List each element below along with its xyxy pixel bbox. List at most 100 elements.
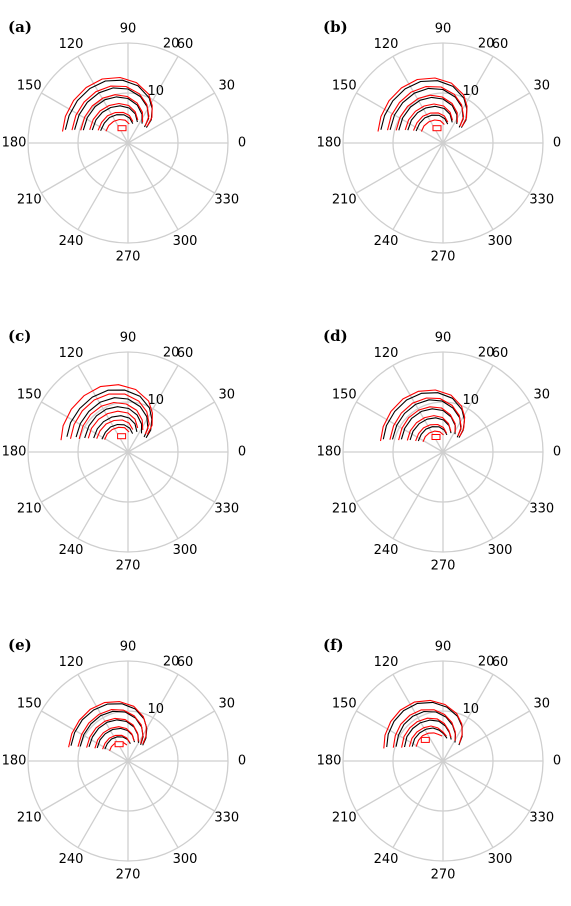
spectral-peak-marker — [117, 433, 127, 440]
angle-tick-label: 210 — [17, 811, 42, 826]
angle-tick-label: 270 — [116, 250, 141, 265]
angle-tick-label: 30 — [218, 697, 235, 712]
angle-spoke — [442, 142, 494, 230]
angle-tick-label: 270 — [116, 868, 141, 883]
angle-tick-label: 240 — [374, 234, 399, 249]
polar-plot: 0 30 60 90 120 150 180 210 240 270 300 330 10 20 — [317, 331, 562, 574]
angle-tick-label: 150 — [332, 697, 357, 712]
panel-label: (d) — [323, 327, 348, 345]
angle-tick-label: 270 — [431, 868, 456, 883]
contour-black-level-1 — [382, 392, 466, 440]
angle-tick-label: 0 — [238, 754, 246, 769]
angle-tick-label: 210 — [17, 193, 42, 208]
angle-tick-label: 120 — [374, 346, 399, 361]
angle-spoke — [392, 142, 444, 230]
angle-tick-label: 120 — [59, 37, 84, 52]
radial-tick-label: 10 — [462, 84, 479, 99]
panel-e: (e) 0 30 60 90 120 150 180 210 240 270 300 330 10 20 — [2, 636, 268, 906]
contour-black-level-4 — [409, 417, 452, 441]
angle-tick-label: 330 — [529, 193, 554, 208]
angle-spoke — [127, 401, 215, 453]
polar-plot: 0 30 60 90 120 150 180 210 240 270 300 330 10 20 — [317, 22, 562, 265]
contour-black-level-2 — [75, 397, 149, 438]
contour-red-level-4 — [87, 410, 139, 439]
angle-tick-label: 240 — [374, 852, 399, 867]
angle-tick-label: 0 — [553, 754, 561, 769]
contour-black-level-4 — [407, 105, 453, 131]
angle-spoke — [442, 365, 494, 453]
contour-red-level-1 — [68, 701, 147, 748]
contour-red-level-5 — [415, 423, 448, 442]
angle-tick-label: 330 — [214, 811, 239, 826]
angle-spoke — [41, 401, 129, 453]
contour-red-level-3 — [401, 717, 452, 748]
angle-tick-label: 300 — [173, 543, 198, 558]
contour-black-level-3 — [398, 96, 458, 131]
contour-black-level-4 — [91, 105, 138, 131]
angle-tick-label: 180 — [2, 136, 27, 151]
angle-spoke — [127, 92, 215, 144]
angle-tick-label: 120 — [59, 655, 84, 670]
angle-tick-label: 90 — [120, 640, 137, 655]
contour-black-level-4 — [93, 415, 138, 439]
contour-red-level-5 — [415, 732, 443, 747]
radial-tick-label: 20 — [478, 654, 495, 669]
angle-tick-label: 240 — [374, 543, 399, 558]
contour-red-level-5 — [412, 112, 449, 131]
angle-spoke — [127, 760, 179, 848]
angle-spoke — [392, 674, 444, 762]
angle-spoke — [442, 760, 494, 848]
contour-black-level-5 — [101, 423, 134, 440]
angle-tick-label: 30 — [533, 697, 550, 712]
radial-tick-label: 20 — [163, 36, 180, 51]
angle-spoke — [356, 142, 444, 194]
angle-tick-label: 150 — [332, 388, 357, 403]
radial-tick-label: 10 — [147, 393, 164, 408]
contour-red-level-3 — [398, 406, 456, 441]
contour-red-level-1 — [383, 699, 463, 749]
radial-tick-label: 20 — [163, 345, 180, 360]
angle-tick-label: 90 — [435, 22, 452, 37]
radial-tick-label: 20 — [478, 345, 495, 360]
angle-spoke — [127, 365, 179, 453]
angle-tick-label: 180 — [317, 754, 342, 769]
angle-spoke — [356, 760, 444, 812]
radial-tick-label: 10 — [462, 702, 479, 717]
contour-red-level-2 — [392, 709, 456, 748]
angle-spoke — [77, 142, 129, 230]
angle-tick-label: 60 — [177, 655, 194, 670]
radial-tick-label: 20 — [163, 654, 180, 669]
angle-tick-label: 150 — [17, 388, 42, 403]
panel-a: (a) 0 30 60 90 120 150 180 210 240 270 300 330 10 20 — [2, 18, 268, 288]
angle-spoke — [442, 451, 494, 539]
angle-spoke — [392, 451, 444, 539]
spectral-peak-marker — [117, 125, 127, 132]
angle-tick-label: 60 — [492, 346, 509, 361]
angle-tick-label: 30 — [218, 388, 235, 403]
angle-tick-label: 150 — [332, 79, 357, 94]
spectral-peak-marker — [431, 434, 441, 440]
angle-tick-label: 30 — [218, 79, 235, 94]
panel-c: (c) 0 30 60 90 120 150 180 210 240 270 300 330 10 20 — [2, 327, 268, 597]
panel-label: (e) — [8, 636, 32, 654]
angle-tick-label: 60 — [177, 346, 194, 361]
angle-tick-label: 330 — [214, 502, 239, 517]
angle-tick-label: 210 — [332, 193, 357, 208]
contour-red-level-3 — [80, 94, 144, 131]
angle-tick-label: 240 — [59, 852, 84, 867]
angle-tick-label: 60 — [492, 37, 509, 52]
contour-black-level-3 — [82, 96, 143, 131]
contour-black-level-1 — [64, 79, 153, 130]
contour-black-level-1 — [66, 389, 153, 439]
angle-tick-label: 60 — [492, 655, 509, 670]
contour-red-level-4 — [408, 725, 447, 747]
angle-tick-label: 90 — [120, 331, 137, 346]
angle-spoke — [41, 451, 129, 503]
angle-spoke — [41, 760, 129, 812]
angle-tick-label: 210 — [332, 811, 357, 826]
angle-tick-label: 0 — [553, 136, 561, 151]
contour-red-level-1 — [60, 384, 153, 441]
angle-tick-label: 240 — [59, 543, 84, 558]
contour-red-level-6 — [105, 118, 130, 132]
angle-tick-label: 270 — [431, 559, 456, 574]
